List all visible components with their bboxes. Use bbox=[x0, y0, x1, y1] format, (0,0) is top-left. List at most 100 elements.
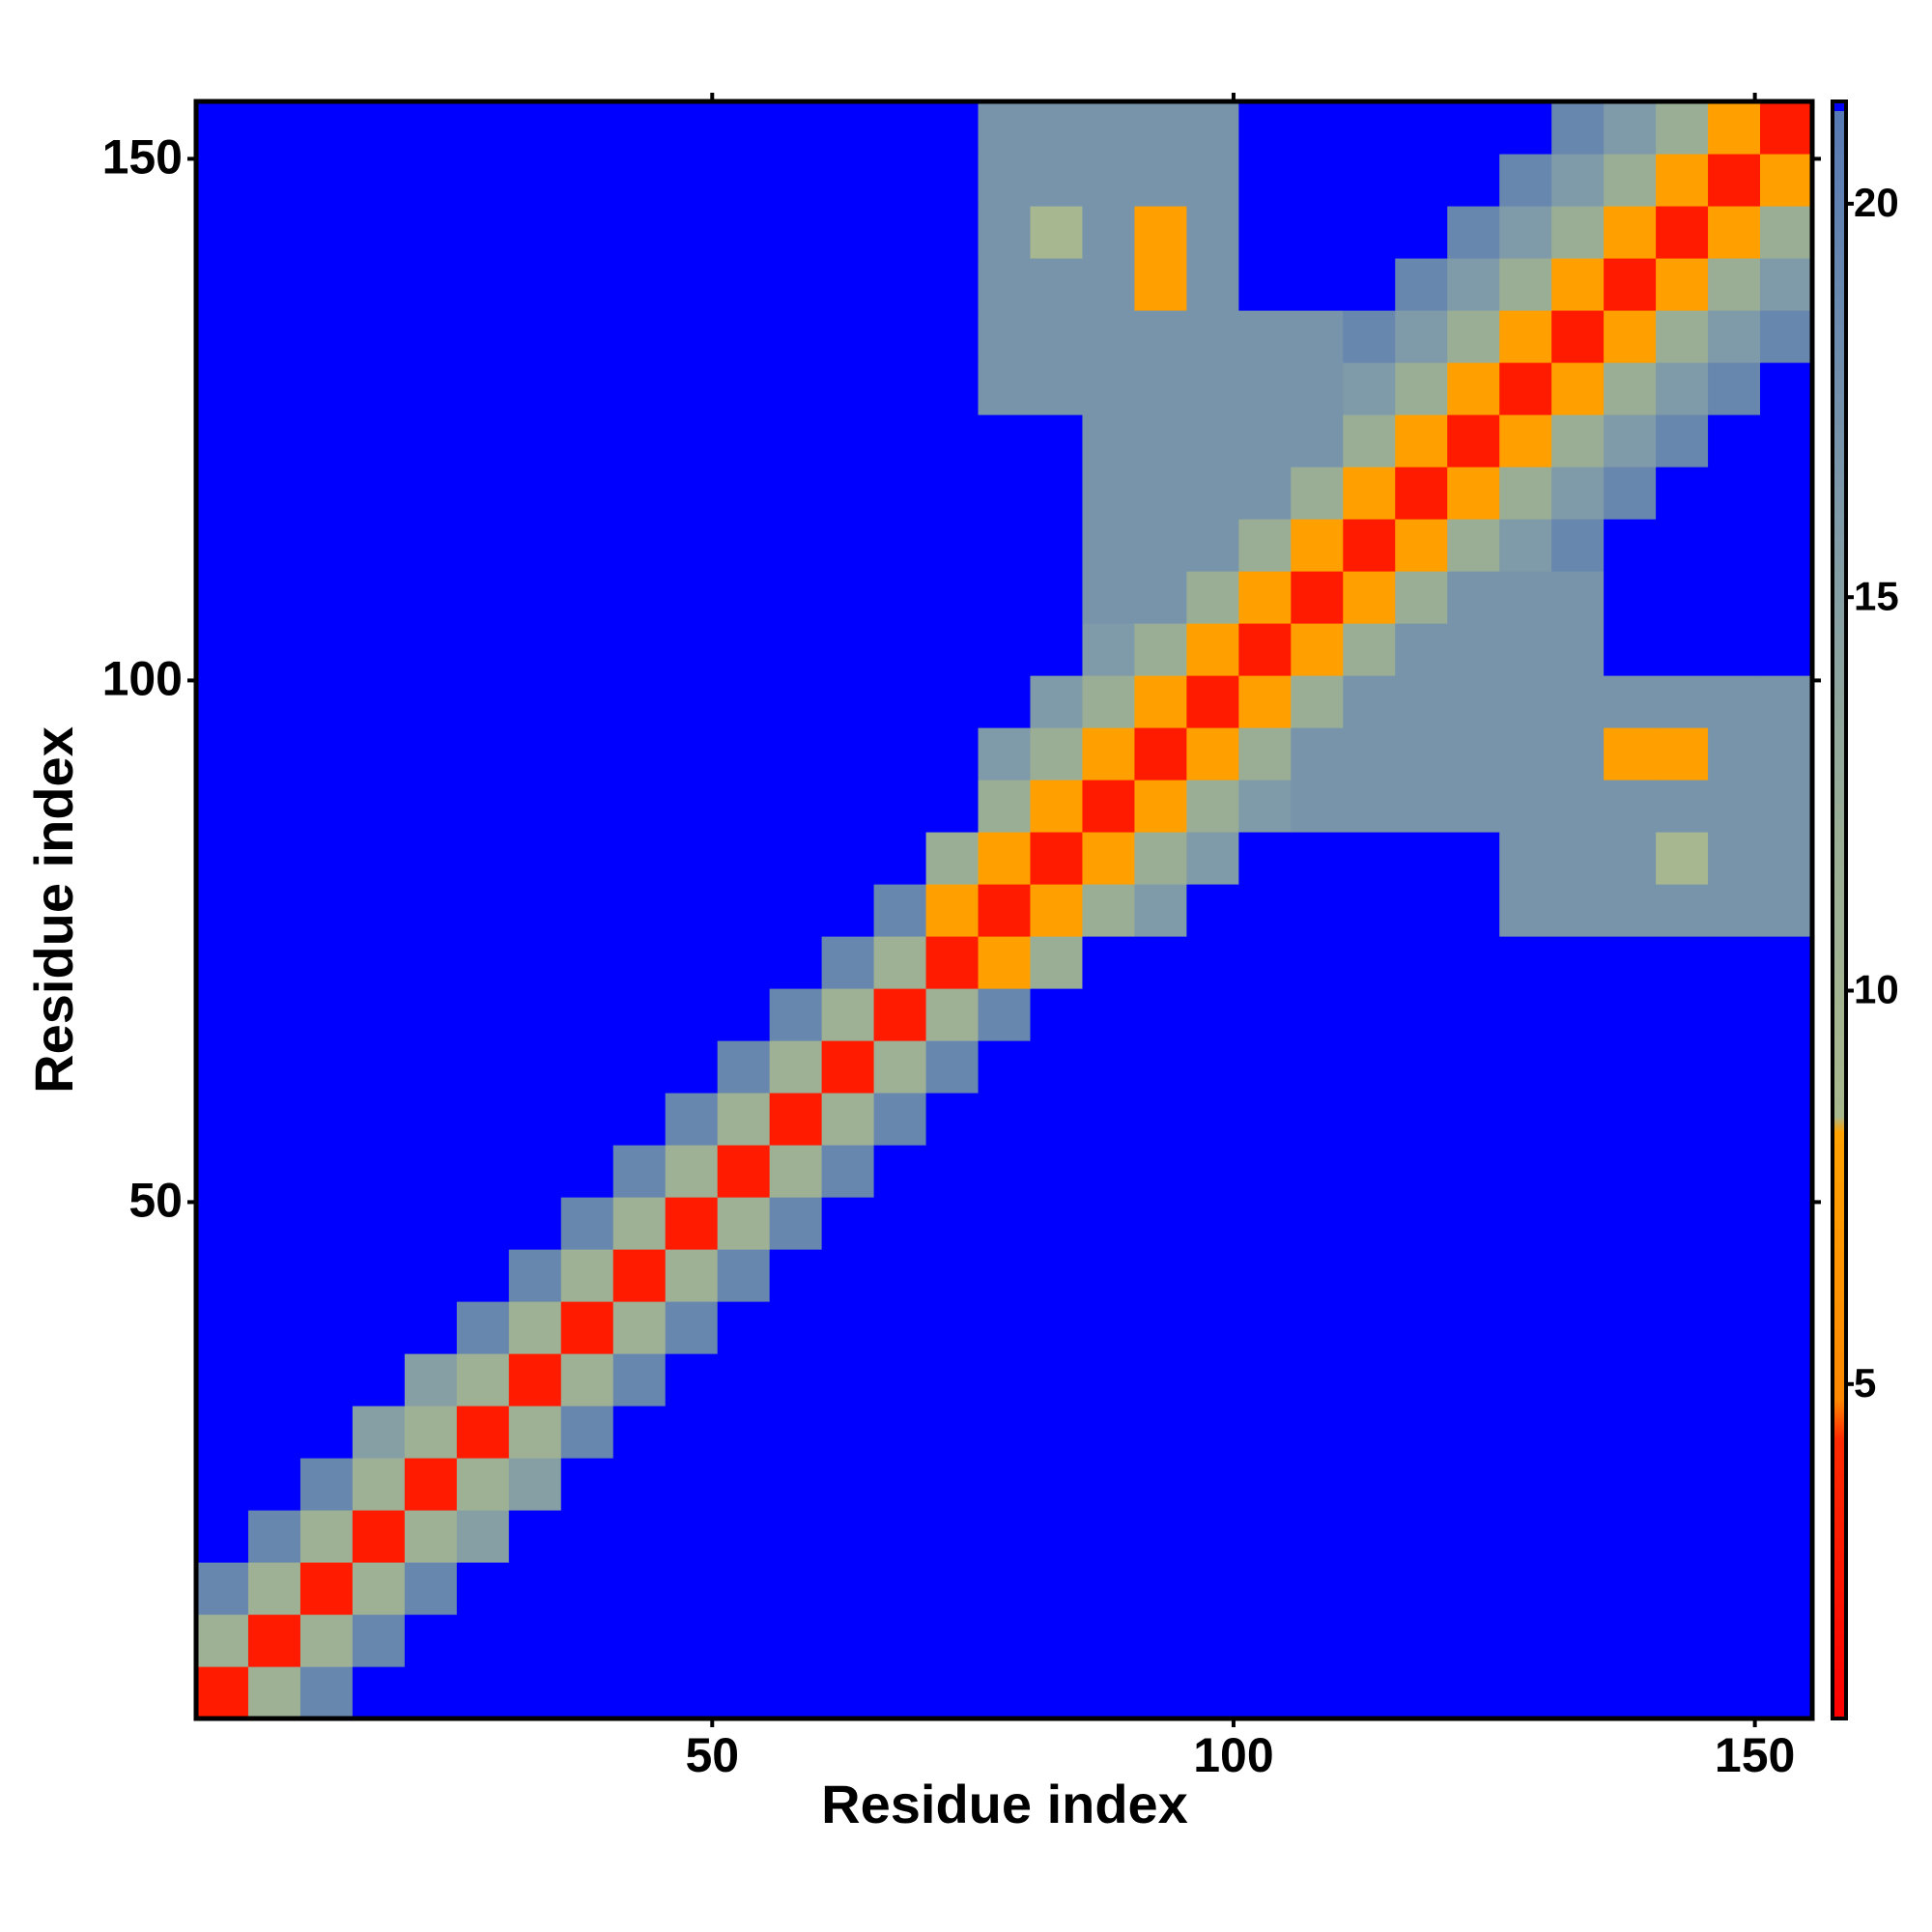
heatmap-cell bbox=[1656, 206, 1709, 259]
heatmap-cell bbox=[1343, 727, 1396, 781]
heatmap-cell bbox=[1760, 727, 1813, 781]
heatmap-cell bbox=[404, 675, 458, 728]
heatmap-cell bbox=[612, 780, 667, 833]
heatmap-cell bbox=[665, 936, 719, 989]
heatmap-cell bbox=[1395, 727, 1448, 781]
heatmap-cell bbox=[1030, 414, 1084, 468]
heatmap-cell bbox=[1656, 414, 1709, 468]
heatmap-cell bbox=[1551, 1145, 1605, 1198]
colorbar-tick-label: 5 bbox=[1854, 1360, 1876, 1406]
heatmap-cell bbox=[1708, 101, 1761, 155]
heatmap-cell bbox=[1291, 362, 1344, 415]
heatmap-cell bbox=[1604, 310, 1657, 363]
heatmap-cell bbox=[1343, 832, 1396, 885]
heatmap-cell bbox=[1291, 1666, 1344, 1719]
heatmap-cell bbox=[925, 1666, 980, 1719]
heatmap-cell bbox=[1082, 1040, 1136, 1094]
heatmap-cell bbox=[1760, 884, 1813, 937]
heatmap-cell bbox=[1291, 780, 1344, 833]
heatmap-cell bbox=[612, 936, 667, 989]
heatmap-cell bbox=[717, 154, 771, 207]
heatmap-cell bbox=[1343, 1666, 1396, 1719]
heatmap-cell bbox=[1343, 101, 1396, 155]
heatmap-cell bbox=[1395, 101, 1448, 155]
heatmap-cell bbox=[1499, 1040, 1552, 1094]
heatmap-cell bbox=[978, 310, 1032, 363]
heatmap-cell bbox=[769, 623, 823, 676]
heatmap-cell bbox=[1343, 1301, 1396, 1354]
heatmap-cell bbox=[1186, 362, 1239, 415]
heatmap-cell bbox=[1656, 1145, 1709, 1198]
heatmap-cell bbox=[1238, 1040, 1292, 1094]
heatmap-cell bbox=[1760, 519, 1813, 572]
heatmap-cell bbox=[1395, 362, 1448, 415]
heatmap-cell bbox=[1656, 780, 1709, 833]
heatmap-cell bbox=[1030, 1353, 1084, 1406]
heatmap-cell bbox=[299, 988, 354, 1041]
heatmap-cell bbox=[1708, 1406, 1761, 1459]
heatmap-cell bbox=[508, 780, 562, 833]
heatmap-cell bbox=[769, 675, 823, 728]
heatmap-cell bbox=[1499, 1406, 1552, 1459]
heatmap-cell bbox=[925, 1562, 980, 1615]
heatmap-cell bbox=[352, 1666, 406, 1719]
heatmap-cell bbox=[508, 258, 562, 311]
heatmap-cell bbox=[612, 310, 667, 363]
colorbar-tick-label: 15 bbox=[1854, 573, 1899, 618]
heatmap-cell bbox=[1134, 1406, 1187, 1459]
heatmap-cell bbox=[299, 1353, 354, 1406]
heatmap-cell bbox=[1551, 467, 1605, 520]
colorbar-over bbox=[1833, 101, 1846, 111]
heatmap-cell bbox=[1499, 884, 1552, 937]
heatmap-cell bbox=[1760, 1197, 1813, 1250]
heatmap-cell bbox=[1030, 1040, 1084, 1094]
heatmap-cell bbox=[821, 1406, 875, 1459]
x-tick-label: 100 bbox=[1193, 1728, 1273, 1782]
heatmap-cell bbox=[925, 1145, 980, 1198]
heatmap-cell bbox=[769, 414, 823, 468]
heatmap-cell bbox=[1395, 884, 1448, 937]
heatmap-cell bbox=[1134, 988, 1187, 1041]
heatmap-cell bbox=[717, 467, 771, 520]
heatmap-cell bbox=[1343, 780, 1396, 833]
heatmap-cell bbox=[1030, 936, 1084, 989]
heatmap-cell bbox=[1447, 1458, 1500, 1511]
heatmap-cell bbox=[560, 1406, 614, 1459]
heatmap-cell bbox=[873, 988, 927, 1041]
heatmap-cell bbox=[1238, 258, 1292, 311]
heatmap-cell bbox=[1238, 1145, 1292, 1198]
heatmap-cell bbox=[717, 832, 771, 885]
heatmap-cell bbox=[1082, 675, 1136, 728]
heatmap-cell bbox=[769, 1458, 823, 1511]
heatmap-cell bbox=[769, 780, 823, 833]
heatmap-cell bbox=[247, 1353, 301, 1406]
heatmap-cell bbox=[1134, 780, 1187, 833]
heatmap-cell bbox=[717, 1614, 771, 1667]
heatmap-cell bbox=[1343, 1562, 1396, 1615]
heatmap-cell bbox=[560, 1666, 614, 1719]
heatmap-cell bbox=[560, 780, 614, 833]
heatmap-cell bbox=[247, 1301, 301, 1354]
heatmap-cell bbox=[665, 1458, 719, 1511]
heatmap-cell bbox=[299, 936, 354, 989]
heatmap-cell bbox=[1760, 832, 1813, 885]
heatmap-cell bbox=[1708, 936, 1761, 989]
heatmap-cell bbox=[1551, 206, 1605, 259]
heatmap-cell bbox=[612, 727, 667, 781]
heatmap-cell bbox=[612, 623, 667, 676]
heatmap-cell bbox=[925, 727, 980, 781]
heatmap-cell bbox=[1499, 1301, 1552, 1354]
heatmap-cell bbox=[1551, 362, 1605, 415]
heatmap-cell bbox=[1760, 936, 1813, 989]
heatmap-cell bbox=[1551, 1197, 1605, 1250]
heatmap-cell bbox=[352, 1249, 406, 1302]
colorbar-tick-label: 10 bbox=[1854, 967, 1899, 1012]
heatmap-cell bbox=[404, 467, 458, 520]
heatmap-cell bbox=[456, 1562, 510, 1615]
heatmap-cell bbox=[1238, 206, 1292, 259]
heatmap-cell bbox=[1343, 310, 1396, 363]
heatmap-cell bbox=[1708, 206, 1761, 259]
heatmap-cell bbox=[1760, 1614, 1813, 1667]
heatmap-cell bbox=[1238, 780, 1292, 833]
heatmap-cell bbox=[1499, 832, 1552, 885]
